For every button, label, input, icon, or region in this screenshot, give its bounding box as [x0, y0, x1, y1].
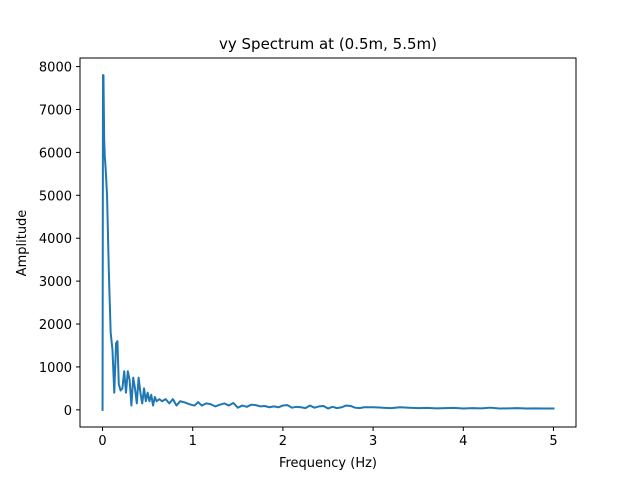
x-tick-label: 2: [279, 434, 287, 449]
y-axis: 0 1000 2000 3000 4000 5000 6000 7000 8000: [39, 61, 80, 419]
y-tick-label: 5000: [39, 189, 72, 204]
x-tick-label: 3: [369, 434, 377, 449]
x-axis: 0 1 2 3 4 5: [98, 427, 558, 449]
y-tick-label: 3000: [39, 275, 72, 290]
y-tick-label: 6000: [39, 146, 72, 161]
y-tick-label: 0: [64, 404, 72, 419]
y-tick-label: 7000: [39, 103, 72, 118]
y-tick-label: 1000: [39, 361, 72, 376]
x-tick-label: 0: [98, 434, 106, 449]
x-tick-label: 4: [459, 434, 467, 449]
x-tick-label: 1: [189, 434, 197, 449]
y-tick-label: 2000: [39, 318, 72, 333]
y-axis-label: Amplitude: [15, 210, 30, 277]
series-line-vy: [101, 74, 555, 411]
y-tick-label: 8000: [39, 61, 72, 76]
data-layer: [101, 74, 555, 411]
x-axis-label: Frequency (Hz): [279, 456, 377, 471]
y-tick-label: 4000: [39, 232, 72, 247]
x-tick-label: 5: [549, 434, 557, 449]
chart-title: vy Spectrum at (0.5m, 5.5m): [219, 35, 437, 53]
plot-area-frame: [79, 57, 577, 428]
